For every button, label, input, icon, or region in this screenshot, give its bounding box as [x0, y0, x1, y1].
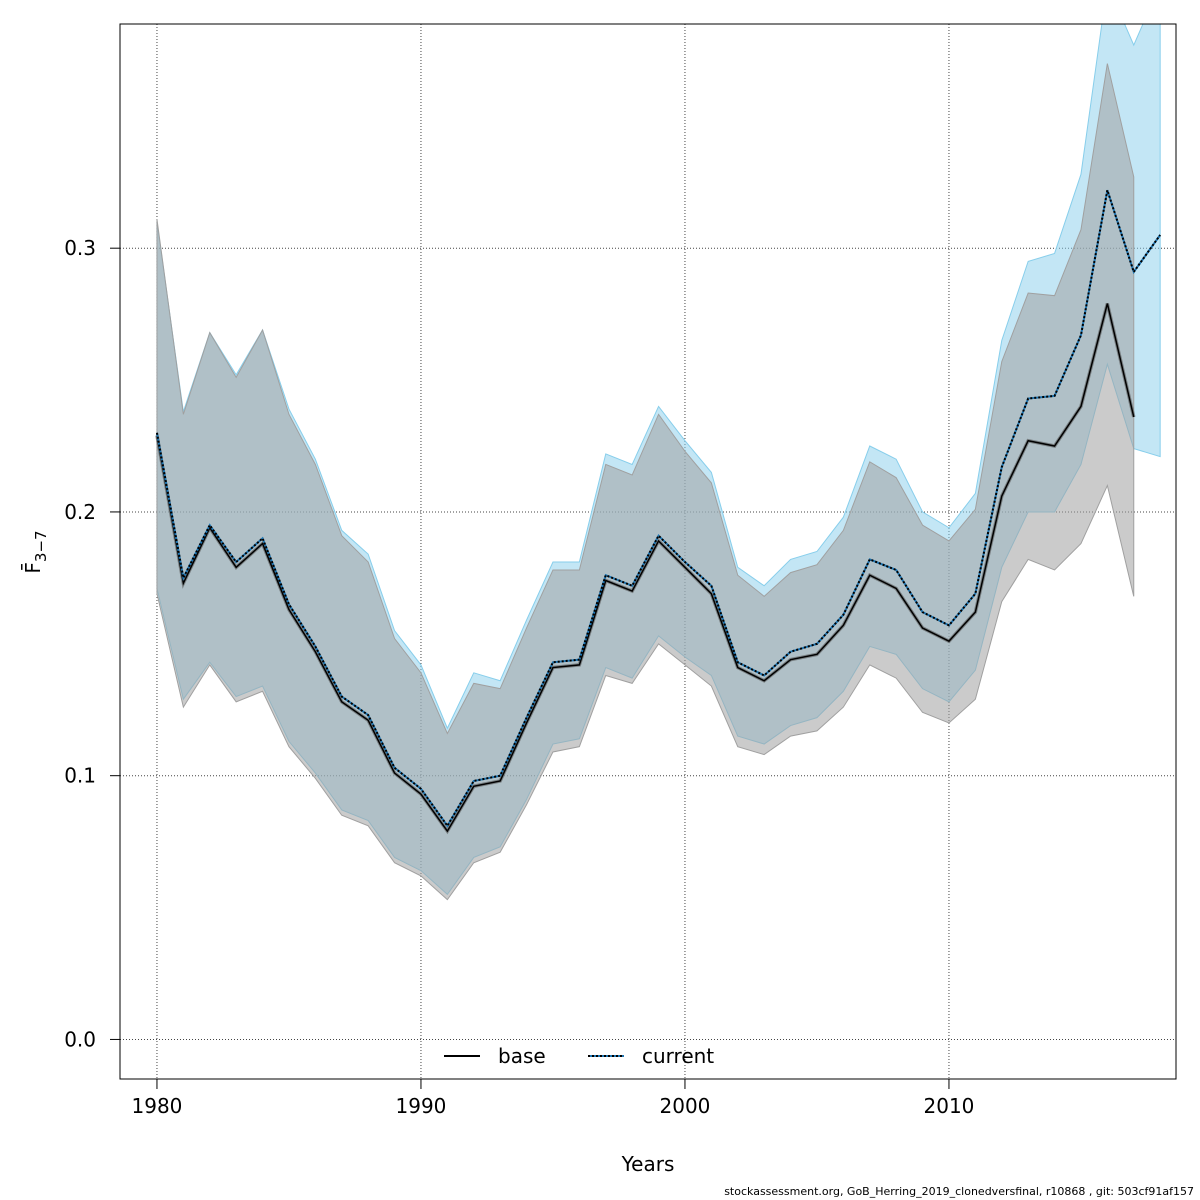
y-axis-label: F̄: [20, 562, 45, 574]
y-tick-label: 0.1: [64, 764, 96, 788]
x-axis-label: Years: [621, 1152, 675, 1176]
y-tick-label: 0.2: [64, 500, 96, 524]
confidence-bands: [156, 24, 1161, 901]
footer-caption: stockassessment.org, GoB_Herring_2019_cl…: [724, 1185, 1194, 1198]
x-tick-label: 2000: [660, 1094, 711, 1118]
legend-label-current: current: [642, 1044, 714, 1068]
x-axis-title: Years: [621, 1152, 675, 1176]
series-lines: [155, 189, 1161, 835]
x-tick-label: 1990: [396, 1094, 447, 1118]
line-base: [156, 303, 1135, 833]
y-tick-label: 0.0: [64, 1027, 96, 1051]
x-tick-label: 1980: [132, 1094, 183, 1118]
legend-label-base: base: [498, 1044, 546, 1068]
svg-text:F̄3−7: F̄3−7: [20, 530, 50, 573]
y-axis-label-subscript: 3−7: [32, 530, 50, 562]
y-axis-title: F̄3−7: [20, 530, 50, 573]
x-tick-label: 2010: [924, 1094, 975, 1118]
y-tick-label: 0.3: [64, 236, 96, 260]
axes: 1980 1990 2000 2010 0.0 0.1 0.2 0.3: [64, 236, 974, 1118]
band-base: [156, 63, 1135, 901]
line-current: [155, 189, 1161, 828]
legend: base current: [444, 1044, 714, 1068]
plot-frame: [119, 23, 1177, 1080]
